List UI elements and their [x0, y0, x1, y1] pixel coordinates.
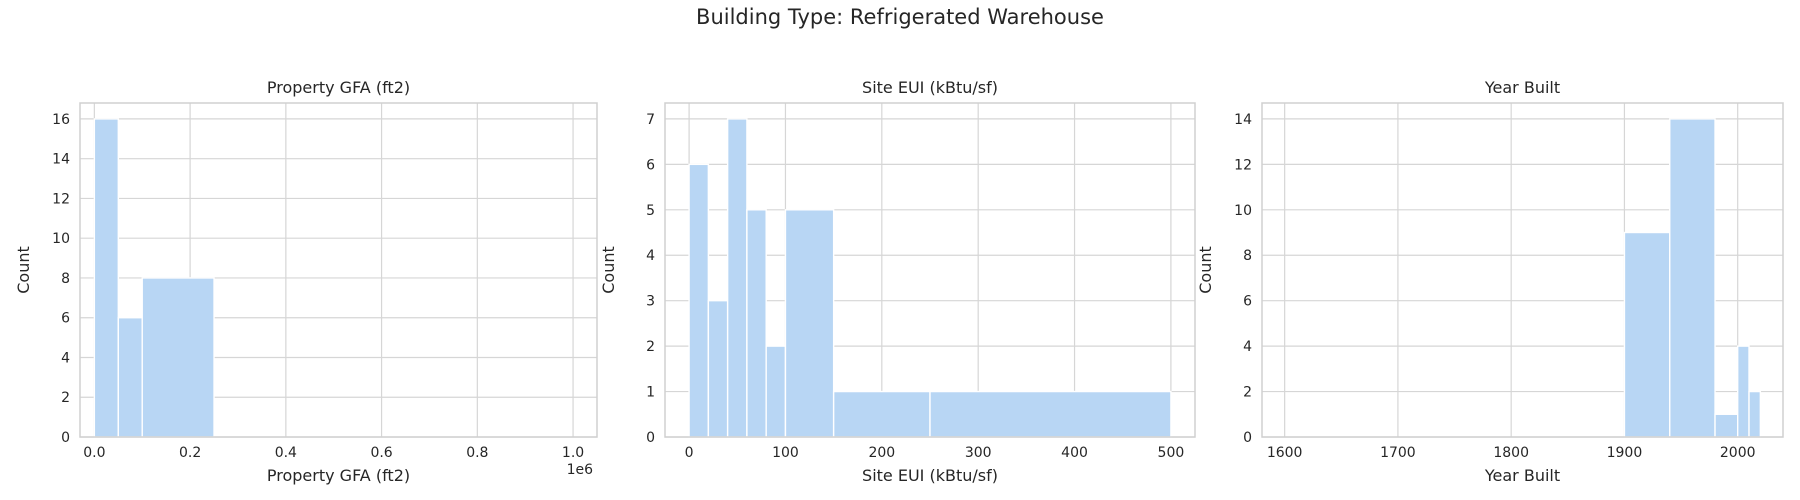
x-tick-label: 0.2	[179, 445, 201, 461]
y-tick-label: 0	[61, 430, 70, 446]
histogram-bar	[1736, 345, 1750, 438]
histogram-bar	[117, 317, 143, 438]
y-tick-label: 0	[646, 430, 655, 446]
y-tick-label: 6	[1243, 294, 1252, 310]
y-tick-label: 1	[646, 385, 655, 401]
y-tick-label: 2	[646, 339, 655, 355]
x-tick-label: 500	[1158, 445, 1185, 461]
y-tick-label: 10	[52, 231, 70, 247]
x-tick-label: 0.6	[370, 445, 392, 461]
x-tick-label: 100	[772, 445, 799, 461]
y-tick-label: 5	[646, 203, 655, 219]
x-tick-label: 1900	[1607, 445, 1643, 461]
chart-panel-1: 0.0 0.2 0.4 0.6 0.8 1.0 0 2 4 6 8 10 12 14 16 Property …	[14, 78, 598, 485]
x-tick-label: 0.4	[275, 445, 297, 461]
y-tick-label: 14	[1234, 112, 1252, 128]
x-tick-label: 400	[1061, 445, 1088, 461]
x-tick-label: 200	[868, 445, 895, 461]
x-axis-label: Property GFA (ft2)	[267, 466, 410, 485]
y-tick-label: 2	[1243, 385, 1252, 401]
plot-frame	[1261, 102, 1784, 438]
histogram-bar	[141, 277, 215, 438]
y-tick-label: 12	[52, 191, 70, 207]
x-tick-label: 1700	[1380, 445, 1416, 461]
x-tick-label: 1800	[1493, 445, 1529, 461]
y-tick-label: 14	[52, 152, 70, 168]
x-tick-label: 0.0	[83, 445, 105, 461]
y-tick-label: 4	[646, 248, 655, 264]
y-tick-label: 8	[1243, 248, 1252, 264]
histogram-bar	[688, 163, 710, 438]
histogram-bar	[1714, 413, 1739, 438]
histogram-bar	[1748, 390, 1762, 438]
y-tick-label: 6	[646, 157, 655, 173]
histogram-bar	[1669, 118, 1716, 438]
histogram-bar	[726, 118, 748, 438]
y-axis-label: Count	[1196, 246, 1215, 294]
y-axis-label: Count	[14, 246, 33, 294]
y-tick-label: 7	[646, 112, 655, 128]
y-tick-label: 4	[1243, 339, 1252, 355]
histogram-bar	[929, 390, 1172, 438]
x-axis-label: Site EUI (kBtu/sf)	[862, 466, 998, 485]
panel-title: Property GFA (ft2)	[267, 78, 410, 97]
y-tick-label: 10	[1234, 203, 1252, 219]
histogram-bar	[832, 390, 931, 438]
histogram-bar	[93, 118, 119, 438]
histogram-bar	[707, 299, 729, 438]
x-tick-label: 0.8	[466, 445, 488, 461]
x-axis-label: Year Built	[1484, 466, 1560, 485]
plot-frame	[664, 102, 1196, 438]
histogram-bar	[1623, 231, 1671, 438]
panel-title: Year Built	[1484, 78, 1560, 97]
y-tick-label: 8	[61, 271, 70, 287]
figure-title: Building Type: Refrigerated Warehouse	[696, 5, 1104, 29]
x-tick-label: 1.0	[562, 445, 584, 461]
histogram-bar	[765, 345, 787, 438]
histogram-bar	[784, 209, 835, 438]
chart-panel-2: 0 100 200 300 400 500 0 1 2 3 4 5 6 7 Site EUI (kBtu/s…	[599, 78, 1196, 485]
y-tick-label: 12	[1234, 157, 1252, 173]
y-tick-label: 3	[646, 294, 655, 310]
histogram-bar	[746, 209, 767, 438]
x-tick-label: 1600	[1267, 445, 1303, 461]
y-tick-label: 4	[61, 350, 70, 366]
panel-title: Site EUI (kBtu/sf)	[862, 78, 998, 97]
y-tick-label: 2	[61, 390, 70, 406]
x-tick-label: 2000	[1720, 445, 1756, 461]
x-offset-label: 1e6	[567, 462, 594, 478]
x-tick-label: 0	[685, 445, 694, 461]
y-tick-label: 6	[61, 311, 70, 327]
plot-frame	[79, 102, 598, 438]
y-tick-label: 16	[52, 112, 70, 128]
y-tick-label: 0	[1243, 430, 1252, 446]
x-tick-label: 300	[965, 445, 992, 461]
chart-panel-3: 1600 1700 1800 1900 2000 0 2 4 6 8 10 12 14 Year Buil…	[1196, 78, 1784, 485]
y-axis-label: Count	[599, 246, 618, 294]
